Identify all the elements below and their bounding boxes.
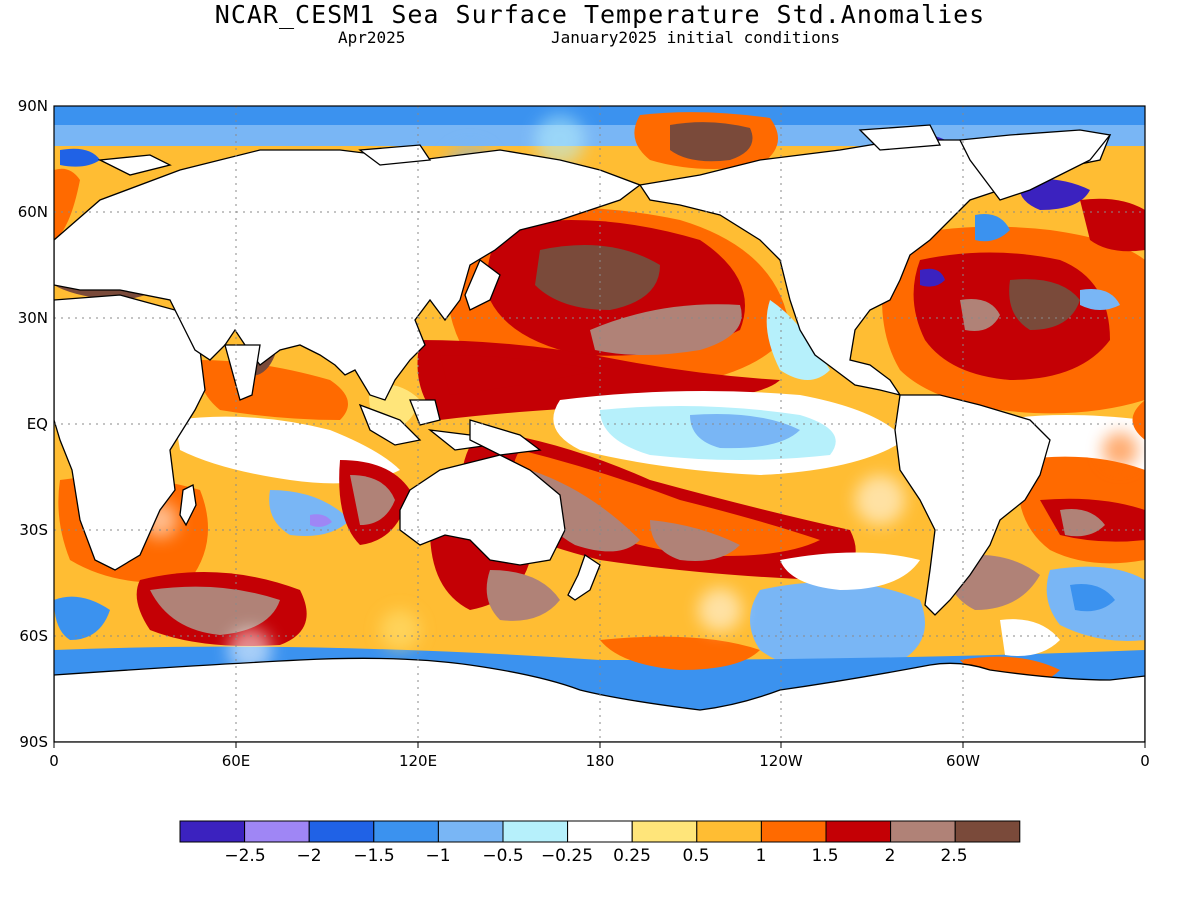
lat-label: 60N — [17, 203, 48, 221]
axis-ticks — [53, 742, 1146, 748]
colorbar-swatch — [502, 820, 569, 843]
colorbar-label: 2 — [884, 846, 896, 866]
colorbar-label: 1 — [755, 846, 767, 866]
colorbar-swatch — [308, 820, 375, 843]
colorbar-swatch — [437, 820, 504, 843]
lat-label: 30S — [19, 521, 48, 539]
colorbar-label: 0.5 — [682, 846, 710, 866]
lat-label: 60S — [19, 627, 48, 645]
colorbar-label: −0.5 — [482, 846, 524, 866]
colorbar-label: 1.5 — [811, 846, 839, 866]
lat-label: 30N — [17, 309, 48, 327]
lon-label: 180 — [585, 752, 615, 770]
colorbar-swatch — [696, 820, 762, 843]
colorbar-label: −2.5 — [224, 846, 266, 866]
colorbar-swatch — [567, 820, 633, 843]
colorbar-swatch — [179, 820, 246, 843]
lat-label: EQ — [26, 415, 48, 433]
lat-label: 90N — [17, 97, 48, 115]
colorbar — [179, 820, 1021, 843]
lon-label: 120E — [398, 752, 438, 770]
colorbar-label: −0.25 — [540, 846, 594, 866]
colorbar-swatch — [890, 820, 956, 843]
lat-label: 90S — [19, 733, 48, 751]
graticule — [54, 106, 1145, 742]
colorbar-swatch — [631, 820, 698, 843]
valid-month-label: Apr2025 — [338, 28, 406, 47]
colorbar-swatch — [825, 820, 892, 843]
colorbar-label: −1 — [425, 846, 451, 866]
lon-label: 60W — [946, 752, 980, 770]
colorbar-swatch — [373, 820, 439, 843]
colorbar-label: 2.5 — [940, 846, 968, 866]
colorbar-label: −1.5 — [353, 846, 395, 866]
colorbar-label: 0.25 — [613, 846, 651, 866]
colorbar-swatch — [760, 820, 827, 843]
colorbar-swatch — [954, 820, 1021, 843]
land-masses — [54, 124, 1145, 742]
anomaly-field — [54, 106, 1145, 742]
lon-label: 60E — [221, 752, 251, 770]
lon-label: 0 — [49, 752, 59, 770]
lon-label: 120W — [759, 752, 803, 770]
lon-label: 0 — [1140, 752, 1150, 770]
chart-title: NCAR_CESM1 Sea Surface Temperature Std.A… — [214, 0, 986, 29]
init-conditions-label: January2025 initial conditions — [551, 28, 840, 47]
colorbar-label: −2 — [296, 846, 322, 866]
colorbar-swatch — [244, 820, 310, 843]
